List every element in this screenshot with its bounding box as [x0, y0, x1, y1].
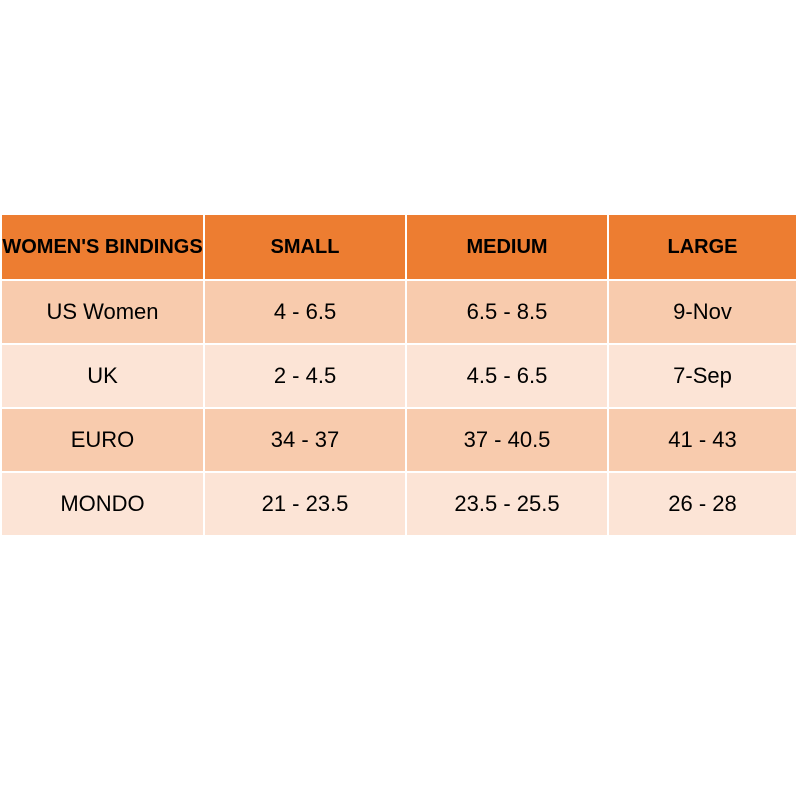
- row-label-mondo: MONDO: [0, 471, 205, 537]
- cell-euro-medium: 37 - 40.5: [405, 407, 609, 473]
- cell-euro-large: 41 - 43: [607, 407, 798, 473]
- cell-mondo-large: 26 - 28: [607, 471, 798, 537]
- womens-bindings-size-chart: WOMEN'S BINDINGS SMALL MEDIUM LARGE US W…: [0, 213, 798, 537]
- table-row-uk: UK 2 - 4.5 4.5 - 6.5 7-Sep: [0, 343, 798, 409]
- sizing-table: WOMEN'S BINDINGS SMALL MEDIUM LARGE US W…: [0, 213, 798, 537]
- table-row-us-women: US Women 4 - 6.5 6.5 - 8.5 9-Nov: [0, 279, 798, 345]
- row-label-us-women: US Women: [0, 279, 205, 345]
- cell-us-women-large: 9-Nov: [607, 279, 798, 345]
- row-label-uk: UK: [0, 343, 205, 409]
- table-row-euro: EURO 34 - 37 37 - 40.5 41 - 43: [0, 407, 798, 473]
- table-row-mondo: MONDO 21 - 23.5 23.5 - 25.5 26 - 28: [0, 471, 798, 537]
- cell-uk-medium: 4.5 - 6.5: [405, 343, 609, 409]
- cell-uk-small: 2 - 4.5: [203, 343, 407, 409]
- cell-uk-large: 7-Sep: [607, 343, 798, 409]
- cell-euro-small: 34 - 37: [203, 407, 407, 473]
- header-cell-large: LARGE: [607, 213, 798, 281]
- cell-us-women-small: 4 - 6.5: [203, 279, 407, 345]
- header-cell-womens-bindings: WOMEN'S BINDINGS: [0, 213, 205, 281]
- cell-mondo-small: 21 - 23.5: [203, 471, 407, 537]
- cell-mondo-medium: 23.5 - 25.5: [405, 471, 609, 537]
- header-cell-small: SMALL: [203, 213, 407, 281]
- header-cell-medium: MEDIUM: [405, 213, 609, 281]
- table-header-row: WOMEN'S BINDINGS SMALL MEDIUM LARGE: [0, 213, 798, 281]
- cell-us-women-medium: 6.5 - 8.5: [405, 279, 609, 345]
- row-label-euro: EURO: [0, 407, 205, 473]
